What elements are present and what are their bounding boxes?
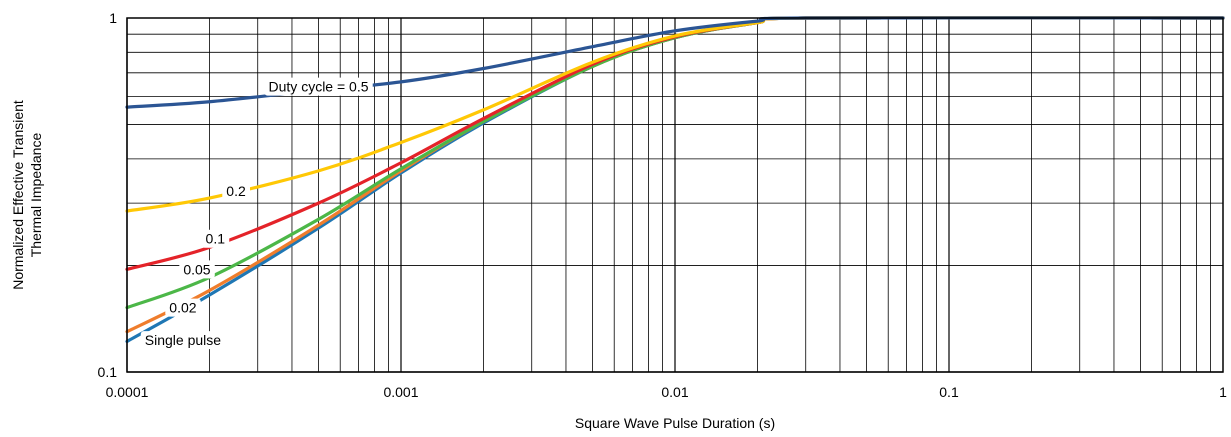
- annotation-background: [201, 229, 230, 248]
- x-tick-label: 0.0001: [106, 384, 149, 400]
- annotation-background: [140, 331, 226, 350]
- curve-annotations: Duty cycle = 0.5 0.2 0.1 0.05 0.02 Single pul…: [140, 77, 373, 350]
- annotation-background: [222, 181, 250, 200]
- curve-annotation: 0.05: [183, 261, 210, 277]
- curve-annotation: Single pulse: [145, 332, 221, 348]
- x-tick-label: 1: [1219, 384, 1227, 400]
- annotation-background: [179, 260, 215, 279]
- grid-lines: [126, 18, 1223, 373]
- x-tick-label: 0.1: [939, 384, 959, 400]
- curve-annotation: 0.2: [226, 183, 246, 199]
- plot-frame: [126, 17, 1224, 373]
- x-axis-title: Square Wave Pulse Duration (s): [575, 415, 775, 431]
- curve-annotation: 0.1: [206, 231, 226, 247]
- x-tick-label: 0.001: [383, 384, 418, 400]
- tick-labels: 0.0001 0.001 0.01 0.1 1 0.1 1: [98, 10, 1228, 400]
- curve-annotation: 0.02: [169, 300, 196, 316]
- x-tick-label: 0.01: [661, 384, 688, 400]
- y-tick-label: 0.1: [98, 364, 118, 380]
- y-axis-title-line-1: Normalized Effective Transient: [10, 100, 26, 290]
- y-tick-label: 1: [109, 10, 117, 26]
- annotation-background: [165, 298, 201, 317]
- annotation-background: [264, 77, 373, 96]
- curve-annotation: Duty cycle = 0.5: [269, 79, 369, 95]
- y-axis-title-line-2: Thermal Impedance: [28, 133, 44, 258]
